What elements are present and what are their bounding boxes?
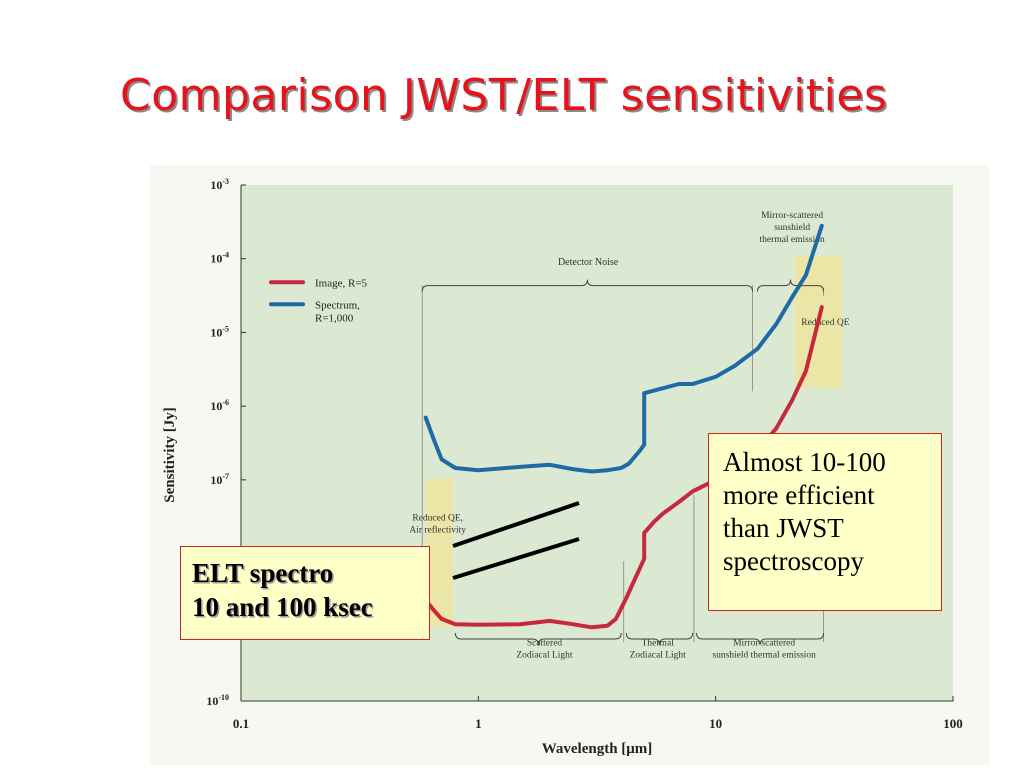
mirror-top-label: thermal emission [760, 235, 825, 245]
elt-spectro-callout: ELT spectro 10 and 100 ksec [180, 546, 430, 640]
x-tick-label: 100 [943, 716, 963, 731]
y-tick-label: 10-6 [210, 398, 229, 413]
thermal-zodi-brace [625, 632, 694, 645]
mirror-bottom-label: sunshield thermal emission [712, 651, 816, 661]
y-tick-label: 10-5 [210, 324, 229, 339]
mirror-bottom-label: Mirror-scattered [733, 639, 795, 649]
legend-label: Image, R=5 [315, 277, 368, 289]
y-tick-label: 10-4 [210, 251, 229, 266]
mirror-top-label: Mirror-scattered [761, 211, 823, 221]
reduced-qe-left-label: Air reflectivity [409, 524, 466, 535]
scattered-zodi-brace [454, 632, 622, 645]
y-tick-label: 10-10 [206, 693, 229, 708]
y-tick-label: 10-7 [210, 472, 229, 487]
y-tick-label: 10-3 [210, 177, 229, 192]
callout-line: more efficient [723, 479, 875, 510]
scattered-zodi-label: Zodiacal Light [516, 651, 573, 661]
pointer-line [452, 537, 580, 580]
legend-label: R=1,000 [315, 312, 354, 324]
callout-line: ELT spectro [192, 558, 334, 588]
x-axis-label: Wavelength [μm] [542, 741, 653, 757]
scattered-zodi-label: Scattered [527, 639, 563, 649]
legend-label: Spectrum, [315, 299, 360, 311]
reduced-qe-left-label: Reduced QE, [412, 513, 463, 523]
x-tick-label: 10 [709, 716, 722, 731]
callout-line: than JWST [723, 512, 844, 543]
mirror-bottom-brace [695, 632, 825, 645]
reduced-qe-band-left [425, 478, 453, 628]
x-tick-label: 1 [475, 716, 482, 731]
y-axis-label: Sensitivity [Jy] [162, 407, 178, 502]
series-line-spectrum [423, 223, 824, 474]
thermal-zodi-label: Thermal [642, 639, 675, 649]
thermal-zodi-label: Zodiacal Light [630, 651, 687, 661]
mirror-top-label: sunshield [774, 223, 810, 233]
efficiency-callout: Almost 10-100 more efficient than JWST s… [708, 433, 942, 611]
detector-noise-label: Detector Noise [558, 257, 619, 268]
x-tick-label: 0.1 [233, 716, 249, 731]
pointer-line [452, 501, 580, 548]
reduced-qe-right-label: Reduced QE [801, 318, 849, 328]
slide-title: Comparison JWST/ELT sensitivities [120, 70, 888, 121]
callout-line: spectroscopy [723, 545, 864, 576]
callout-line: Almost 10-100 [723, 447, 886, 477]
callout-line: 10 and 100 ksec [192, 591, 373, 622]
